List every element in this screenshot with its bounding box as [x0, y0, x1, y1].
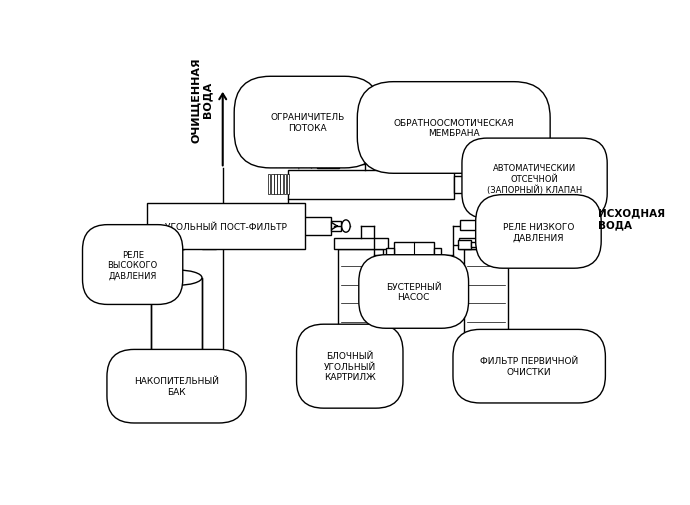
FancyBboxPatch shape	[202, 240, 216, 249]
FancyBboxPatch shape	[238, 221, 248, 232]
FancyBboxPatch shape	[459, 238, 513, 249]
Text: БЛОЧНЫЙ
УГОЛЬНЫЙ
КАРТРИЛЖ: БЛОЧНЫЙ УГОЛЬНЫЙ КАРТРИЛЖ	[324, 351, 376, 381]
FancyBboxPatch shape	[464, 249, 509, 340]
FancyBboxPatch shape	[331, 221, 342, 232]
Text: ОБРАТНООСМОТИЧЕСКАЯ
МЕМБРАНА: ОБРАТНООСМОТИЧЕСКАЯ МЕМБРАНА	[393, 119, 514, 138]
FancyBboxPatch shape	[277, 175, 279, 195]
FancyBboxPatch shape	[471, 243, 477, 247]
FancyBboxPatch shape	[434, 249, 442, 261]
FancyBboxPatch shape	[271, 175, 273, 195]
FancyBboxPatch shape	[288, 171, 454, 199]
FancyBboxPatch shape	[216, 243, 222, 247]
Text: РЕЛЕ НИЗКОГО
ДАВЛЕНИЯ: РЕЛЕ НИЗКОГО ДАВЛЕНИЯ	[503, 222, 574, 242]
Text: АВТОМАТИЧЕСКИИ
ОТСЕЧНОЙ
(ЗАПОРНЫЙ) КЛАПАН: АВТОМАТИЧЕСКИИ ОТСЕЧНОЙ (ЗАПОРНЫЙ) КЛАПА…	[487, 164, 582, 194]
FancyBboxPatch shape	[284, 175, 286, 195]
Text: КОНЦЕНТРАТ: КОНЦЕНТРАТ	[275, 160, 333, 169]
FancyBboxPatch shape	[151, 278, 202, 367]
FancyBboxPatch shape	[338, 249, 383, 340]
FancyBboxPatch shape	[268, 175, 270, 195]
FancyBboxPatch shape	[394, 243, 434, 267]
Text: ОГРАНИЧИТЕЛЬ
ПОТОКА: ОГРАНИЧИТЕЛЬ ПОТОКА	[270, 113, 344, 132]
Text: ИСХОДНАЯ
ВОДА: ИСХОДНАЯ ВОДА	[598, 208, 665, 230]
Text: ФИЛЬТР ПЕРВИЧНОЙ
ОЧИСТКИ: ФИЛЬТР ПЕРВИЧНОЙ ОЧИСТКИ	[480, 357, 578, 376]
FancyBboxPatch shape	[275, 175, 277, 195]
Text: НАКОПИТЕЛЬНЫЙ
БАК: НАКОПИТЕЛЬНЫЙ БАК	[134, 377, 219, 396]
FancyBboxPatch shape	[386, 249, 394, 261]
Ellipse shape	[151, 359, 202, 374]
Text: ОЧИЩЕННАЯ
ВОДА: ОЧИЩЕННАЯ ВОДА	[191, 57, 213, 142]
FancyBboxPatch shape	[170, 373, 183, 380]
FancyBboxPatch shape	[454, 177, 466, 193]
FancyBboxPatch shape	[457, 240, 471, 249]
FancyBboxPatch shape	[317, 161, 339, 169]
Ellipse shape	[151, 270, 202, 286]
FancyBboxPatch shape	[460, 221, 482, 230]
Text: УГОЛЬНЫЙ ПОСТ-ФИЛЬТР: УГОЛЬНЫЙ ПОСТ-ФИЛЬТР	[165, 222, 287, 231]
FancyBboxPatch shape	[248, 217, 331, 236]
Ellipse shape	[342, 221, 350, 233]
FancyBboxPatch shape	[280, 175, 283, 195]
Text: БУСТЕРНЫЙ
НАСОС: БУСТЕРНЫЙ НАСОС	[386, 282, 442, 301]
FancyBboxPatch shape	[286, 175, 289, 195]
FancyBboxPatch shape	[333, 238, 388, 249]
Text: РЕЛЕ
ВЫСОКОГО
ДАВЛЕНИЯ: РЕЛЕ ВЫСОКОГО ДАВЛЕНИЯ	[108, 250, 158, 280]
FancyBboxPatch shape	[466, 180, 472, 190]
